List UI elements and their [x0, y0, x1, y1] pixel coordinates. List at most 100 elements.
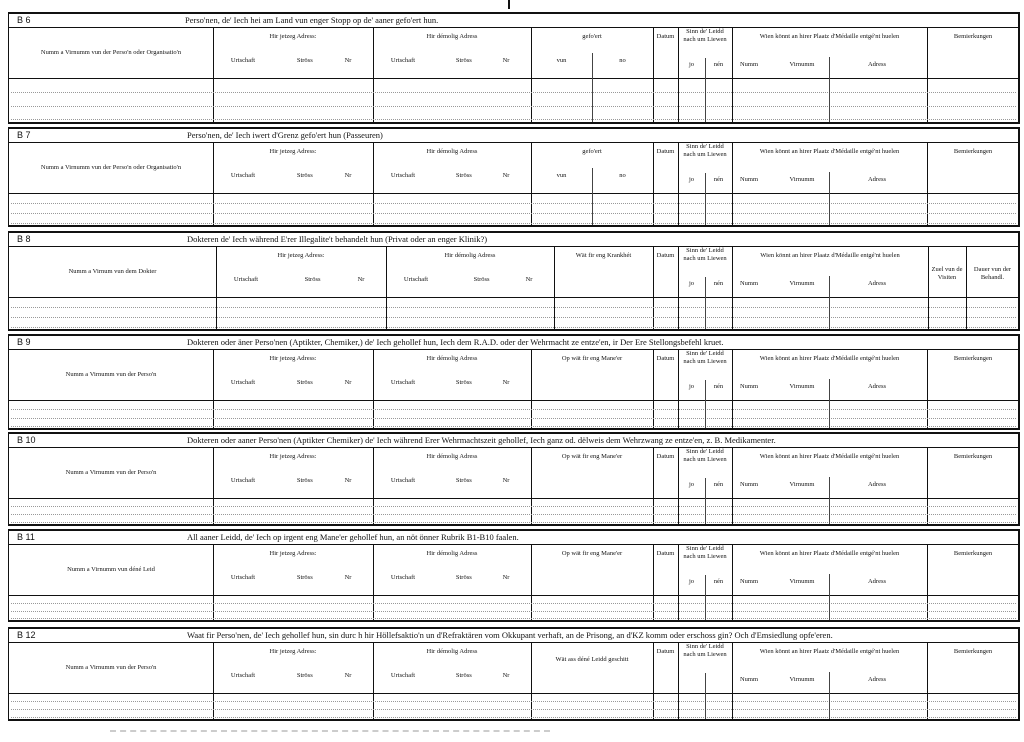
form-section: B 6 Perso'nen, de' Iech hei am Land vun e… — [8, 12, 1020, 124]
nr-label: Nr — [502, 477, 510, 484]
entry-line — [11, 223, 1016, 224]
sub-divider — [705, 380, 706, 428]
section-header-band: B 10 Dokteren oder aaner Perso'nen (Aptik… — [9, 434, 1018, 448]
urtschaft-label: Urtschaft — [230, 574, 256, 581]
stross-label: Ströss — [455, 172, 472, 179]
header-divider — [9, 193, 1018, 194]
section-id: B 12 — [17, 630, 36, 640]
firstname-label: Virnumm — [789, 176, 815, 183]
datum-header: Datum — [656, 148, 675, 155]
nr-label: Nr — [502, 172, 510, 179]
entry-line — [11, 203, 1016, 204]
remarks-header: Bemierkungen — [953, 33, 993, 40]
medal-recipient-header: Wien könnt an hirer Plaatz d'Médaille en… — [759, 550, 900, 557]
column-divider — [373, 544, 374, 620]
column-divider — [927, 447, 928, 524]
sub-divider — [705, 173, 706, 225]
stross-label: Ströss — [296, 379, 313, 386]
nr-label: Nr — [344, 379, 352, 386]
duration-header: Dauer vun der Behandl. — [973, 266, 1012, 281]
column-divider — [531, 142, 532, 225]
remarks-header: Bemierkungen — [953, 453, 993, 460]
column-divider — [927, 27, 928, 122]
column-divider — [373, 349, 374, 428]
urtschaft-label: Urtschaft — [233, 276, 259, 283]
address-label: Adress — [867, 280, 887, 287]
name-column-header: Numm a Virnumm vun der Perso'n — [65, 664, 157, 671]
address-label: Adress — [867, 676, 887, 683]
entry-line — [11, 418, 1016, 419]
name-column-header: Numm a Virnumm vun déné Leid — [67, 566, 155, 573]
address-label: Adress — [867, 61, 887, 68]
former-address-header: Hir démolig Adress — [426, 33, 478, 40]
remarks-header: Bemierkungen — [953, 550, 993, 557]
no-label: nén — [713, 280, 724, 287]
former-address-header: Hir démolig Adress — [426, 355, 478, 362]
stross-label: Ströss — [304, 276, 321, 283]
section-title: All aaner Leidd, de' Iech op irgent eng … — [187, 532, 519, 542]
bottom-scan-marks — [110, 730, 550, 736]
column-divider — [927, 642, 928, 719]
column-divider — [373, 27, 374, 122]
urtschaft-label: Urtschaft — [390, 672, 416, 679]
column-divider — [216, 246, 217, 329]
yes-label: jo — [688, 481, 695, 488]
former-address-header: Hir démolig Adress — [444, 252, 496, 259]
sub-divider — [592, 168, 593, 225]
sub-divider — [705, 673, 706, 719]
column-divider — [653, 642, 654, 719]
entry-line — [11, 92, 1016, 93]
former-address-header: Hir démolig Adress — [426, 648, 478, 655]
form-section: B 10 Dokteren oder aaner Perso'nen (Aptik… — [8, 432, 1020, 526]
column-divider — [373, 447, 374, 524]
urtschaft-label: Urtschaft — [230, 57, 256, 64]
column-divider — [373, 642, 374, 719]
entry-line — [11, 317, 1016, 318]
sub-divider — [705, 478, 706, 524]
stross-label: Ströss — [296, 672, 313, 679]
survival-header: Sinn de' Leidd nach um Liewen — [683, 643, 727, 658]
section-id: B 7 — [17, 130, 31, 140]
name-column-header: Numm a Virnumm vun der Perso'n — [65, 371, 157, 378]
section-title: Perso'nen, de' Iech iwert d'Grenz gefo'e… — [187, 130, 383, 140]
column-divider — [678, 349, 679, 428]
remarks-header: Bemierkungen — [953, 355, 993, 362]
transported-header: gefo'ert — [582, 33, 602, 40]
sub-divider — [705, 277, 706, 329]
column-divider — [927, 349, 928, 428]
column-divider — [653, 142, 654, 225]
section-id: B 11 — [17, 532, 35, 542]
section-title: Dokteren de' Iech während E'rer Illegali… — [187, 234, 488, 244]
column-divider — [213, 27, 214, 122]
column-divider — [653, 447, 654, 524]
column-divider — [732, 447, 733, 524]
column-divider — [928, 246, 929, 329]
datum-header: Datum — [656, 252, 675, 259]
no-label: nén — [713, 481, 724, 488]
remarks-header: Bemierkungen — [953, 148, 993, 155]
sub-divider — [829, 477, 830, 524]
column-divider — [678, 246, 679, 329]
yes-label: jo — [688, 383, 695, 390]
stross-label: Ströss — [455, 379, 472, 386]
section-id: B 6 — [17, 15, 31, 25]
medal-recipient-header: Wien könnt an hirer Plaatz d'Médaille en… — [759, 33, 900, 40]
urtschaft-label: Urtschaft — [390, 574, 416, 581]
from-label: vun — [556, 57, 567, 64]
entry-line — [11, 603, 1016, 604]
nr-label: Nr — [344, 477, 352, 484]
from-label: vun — [556, 172, 567, 179]
stross-label: Ströss — [296, 477, 313, 484]
no-label: nén — [713, 578, 724, 585]
column-divider — [213, 447, 214, 524]
entry-line — [11, 327, 1016, 328]
entry-line — [11, 409, 1016, 410]
yes-label: jo — [688, 578, 695, 585]
remarks-header: Bemierkungen — [953, 648, 993, 655]
current-address-header: Hir jetzeg Adress: — [277, 252, 325, 259]
form-section: B 12 Waat fir Perso'nen, de' Iech geholle… — [8, 627, 1020, 721]
current-address-header: Hir jetzeg Adress: — [269, 550, 317, 557]
medal-recipient-header: Wien könnt an hirer Plaatz d'Médaille en… — [760, 252, 900, 259]
urtschaft-label: Urtschaft — [403, 276, 429, 283]
stross-label: Ströss — [455, 477, 472, 484]
